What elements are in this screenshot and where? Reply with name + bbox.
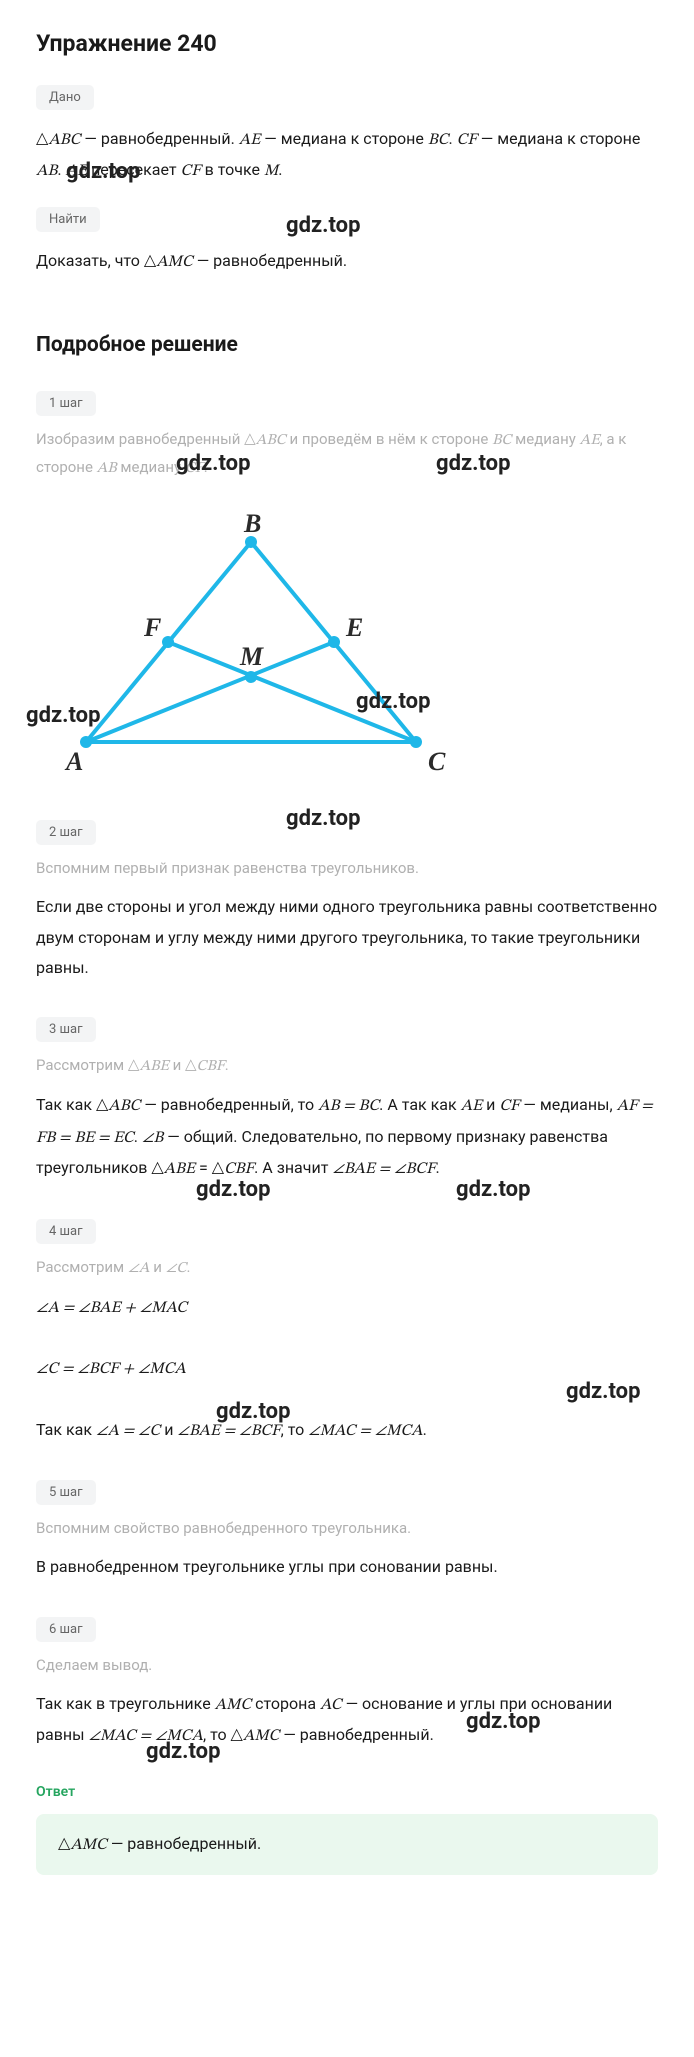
svg-text:A: A (64, 747, 83, 776)
step-badge: 1 шаг (36, 391, 96, 416)
step-body: Если две стороны и угол между ними одног… (36, 892, 658, 983)
step-badge: 2 шаг (36, 820, 96, 845)
step-block: 3 шаг Рассмотрим △ABE и △CBF. Так как △ABC… (36, 1009, 658, 1184)
given-badge: Дано (36, 85, 94, 110)
svg-text:F: F (143, 613, 161, 642)
step-lead: Вспомним первый признак равенства треуго… (36, 855, 658, 882)
step-badge: 3 шаг (36, 1017, 96, 1042)
answer-badge: Ответ (36, 1784, 75, 1800)
step-lead: Вспомним свойство равнобедренного треуго… (36, 1515, 658, 1542)
page-title: Упражнение 240 (36, 30, 658, 57)
step-lead: Рассмотрим △ABE и △CBF. (36, 1052, 658, 1080)
given-text: △ABC — равнобедренный. AE — медиана к ст… (36, 124, 658, 187)
figure: A B C E F M (36, 512, 658, 782)
step-body: ∠A = ∠BAE + ∠MAC∠C = ∠BCF + ∠MCAТак как … (36, 1292, 658, 1447)
solution-heading: Подробное решение (36, 333, 658, 357)
step-block: 4 шаг Рассмотрим ∠A и ∠C. ∠A = ∠BAE + ∠MAC… (36, 1211, 658, 1447)
step-badge: 5 шаг (36, 1480, 96, 1505)
svg-text:C: C (428, 747, 446, 776)
svg-text:E: E (345, 613, 363, 642)
step-block: 1 шаг Изобразим равнобедренный △ABC и про… (36, 383, 658, 782)
step-lead: Изобразим равнобедренный △ABC и проведём… (36, 426, 658, 482)
step-lead: Сделаем вывод. (36, 1652, 658, 1679)
svg-text:M: M (239, 642, 264, 671)
step-lead: Рассмотрим ∠A и ∠C. (36, 1254, 658, 1282)
watermark: gdz.top (286, 213, 360, 238)
step-body: В равнобедренном треугольнике углы при с… (36, 1552, 658, 1582)
step-badge: 6 шаг (36, 1617, 96, 1642)
step-block: 6 шаг Сделаем вывод. Так как в треугольник… (36, 1609, 658, 1752)
find-badge: Найти (36, 207, 100, 232)
watermark: gdz.top (286, 806, 360, 831)
step-badge: 4 шаг (36, 1219, 96, 1244)
find-text: Доказать, что △AMC — равнобедренный. (36, 246, 658, 277)
find-block: Найти Доказать, что △AMC — равнобедренны… (36, 207, 658, 277)
step-block: 5 шаг Вспомним свойство равнобедренного т… (36, 1472, 658, 1582)
step-body: Так как в треугольнике AMC сторона AC — … (36, 1689, 658, 1752)
given-block: Дано △ABC — равнобедренный. AE — медиана… (36, 85, 658, 187)
answer-box: △AMC — равнобедренный. (36, 1814, 658, 1875)
step-body: Так как △ABC — равнобедренный, то AB = B… (36, 1090, 658, 1184)
step-block: 2 шаг Вспомним первый признак равенства т… (36, 812, 658, 983)
svg-text:B: B (243, 512, 261, 538)
